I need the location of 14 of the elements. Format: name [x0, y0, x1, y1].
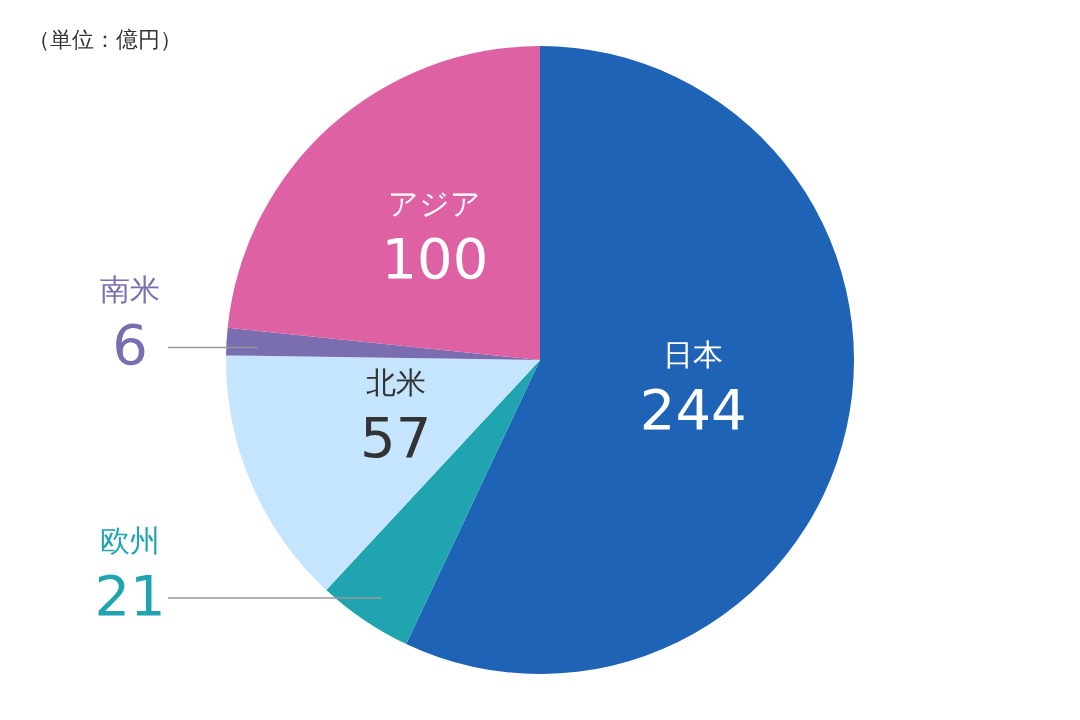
data-label: 57: [359, 404, 432, 470]
slice-label: 南米: [100, 272, 160, 308]
data-label: 100: [381, 226, 489, 292]
data-label: 244: [639, 377, 747, 443]
slice-label: アジア: [388, 186, 482, 222]
pie-slice: [326, 360, 540, 645]
data-label: 6: [112, 312, 148, 378]
pie-slice: [227, 46, 540, 360]
data-label: 21: [94, 563, 166, 629]
text: （単位：億円）: [28, 27, 182, 52]
slice-label: 北米: [365, 364, 426, 400]
slice-label: 欧州: [100, 523, 160, 559]
slice-label: 日本: [663, 337, 724, 373]
pie-slice: [226, 355, 540, 591]
